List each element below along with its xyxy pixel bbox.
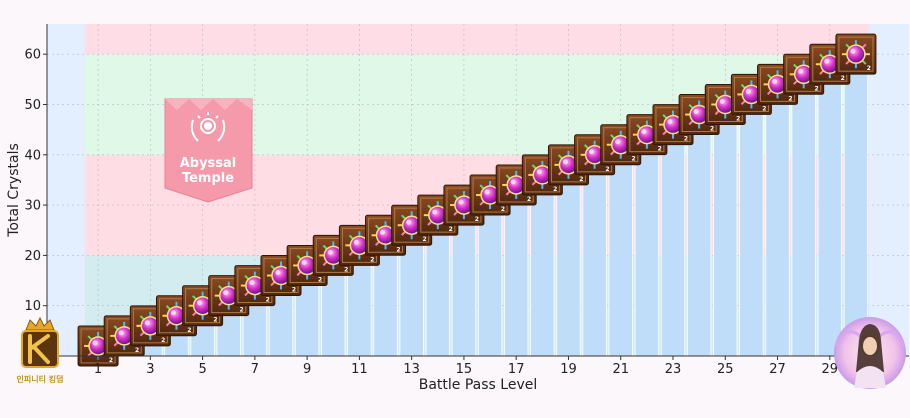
y-tick-label: 20 (24, 249, 41, 264)
x-tick-label: 23 (665, 362, 682, 377)
crystal-chest-icon: 2 (835, 33, 877, 75)
chest-count-label: 2 (266, 297, 270, 304)
x-tick-label: 11 (351, 362, 368, 377)
chest-count-label: 2 (475, 216, 479, 223)
bar-level-28 (791, 73, 816, 357)
kingdom-k-logo-icon: 인피니티 킹덤 (17, 316, 64, 384)
y-tick-label: 50 (24, 98, 41, 113)
x-tick-label: 13 (403, 362, 420, 377)
bar-level-25 (713, 104, 738, 357)
chest-count-label: 2 (762, 105, 766, 112)
x-axis-title: Battle Pass Level (419, 377, 538, 393)
bar-level-27 (765, 83, 790, 357)
chest-count-label: 2 (344, 266, 348, 273)
bar-series: 2 2 2 2 2 2 2 2 2 2 2 2 2 2 2 2 2 2 2 2 2 2 2 2 2 2 2 2 2 2 (77, 33, 877, 367)
x-tick-label: 15 (456, 362, 473, 377)
winged-heroine-portrait-icon (834, 317, 906, 389)
x-tick-label: 3 (146, 362, 154, 377)
chest-count-label: 2 (632, 156, 636, 163)
x-tick-label: 21 (612, 362, 629, 377)
chest-count-label: 2 (841, 75, 845, 82)
chest-count-label: 2 (135, 347, 139, 354)
x-tick-label: 27 (769, 362, 786, 377)
chest-count-label: 2 (161, 337, 165, 344)
y-tick-label: 10 (24, 299, 41, 314)
x-tick-label: 7 (251, 362, 259, 377)
x-tick-label: 29 (822, 362, 839, 377)
value-band-4 (85, 24, 869, 55)
chest-count-label: 2 (579, 176, 583, 183)
bar-level-24 (686, 114, 712, 357)
chest-count-label: 2 (318, 276, 322, 283)
x-tick-label: 25 (717, 362, 734, 377)
bar-level-22 (634, 134, 660, 357)
bar-level-23 (660, 124, 686, 357)
chest-count-label: 2 (213, 317, 217, 324)
chest-count-label: 2 (370, 256, 374, 263)
left-margin-panel (47, 24, 85, 356)
chest-count-label: 2 (109, 357, 113, 364)
bar-level-21 (608, 144, 633, 357)
bar-level-26 (739, 94, 764, 357)
x-axis-ticks: 1 3 5 7 9 11 13 15 17 19 21 23 25 27 29 (94, 356, 838, 377)
chest-count-label: 2 (187, 327, 191, 334)
chest-count-label: 2 (553, 186, 557, 193)
chest-count-label: 2 (710, 126, 714, 133)
x-tick-label: 1 (94, 362, 102, 377)
chest-count-label: 2 (736, 115, 740, 122)
chest-count-label: 2 (605, 166, 609, 173)
y-axis-ticks: 10 20 30 40 50 60 (24, 48, 47, 314)
bar-level-30 (843, 53, 869, 357)
chest-count-label: 2 (814, 85, 818, 92)
chest-count-label: 2 (658, 146, 662, 153)
x-tick-label: 5 (198, 362, 206, 377)
chest-count-label: 2 (292, 287, 296, 294)
chest-count-label: 2 (422, 236, 426, 243)
chest-count-label: 2 (527, 196, 531, 203)
y-tick-label: 40 (24, 148, 41, 163)
chest-count-label: 2 (449, 226, 453, 233)
chest-count-label: 2 (501, 206, 505, 213)
y-axis-title: Total Crystals (6, 143, 22, 238)
chest-count-label: 2 (867, 65, 871, 72)
chest-count-label: 2 (788, 95, 792, 102)
x-tick-label: 9 (303, 362, 311, 377)
bar-level-29 (817, 63, 842, 357)
laurel-sun-emblem-icon (190, 112, 226, 142)
abyssal-temple-badge: Abyssal Temple (164, 98, 253, 203)
right-margin-panel (869, 24, 909, 356)
chest-count-label: 2 (240, 307, 244, 314)
chest-count-label: 2 (396, 246, 400, 253)
badge-title-line1: Abyssal (180, 156, 237, 171)
x-tick-label: 19 (560, 362, 577, 377)
y-tick-label: 60 (24, 48, 41, 63)
chest-count-label: 2 (684, 136, 688, 143)
x-tick-label: 17 (508, 362, 525, 377)
y-tick-label: 30 (24, 199, 41, 214)
logo-caption: 인피니티 킹덤 (17, 374, 64, 384)
badge-title-line2: Temple (182, 171, 234, 186)
